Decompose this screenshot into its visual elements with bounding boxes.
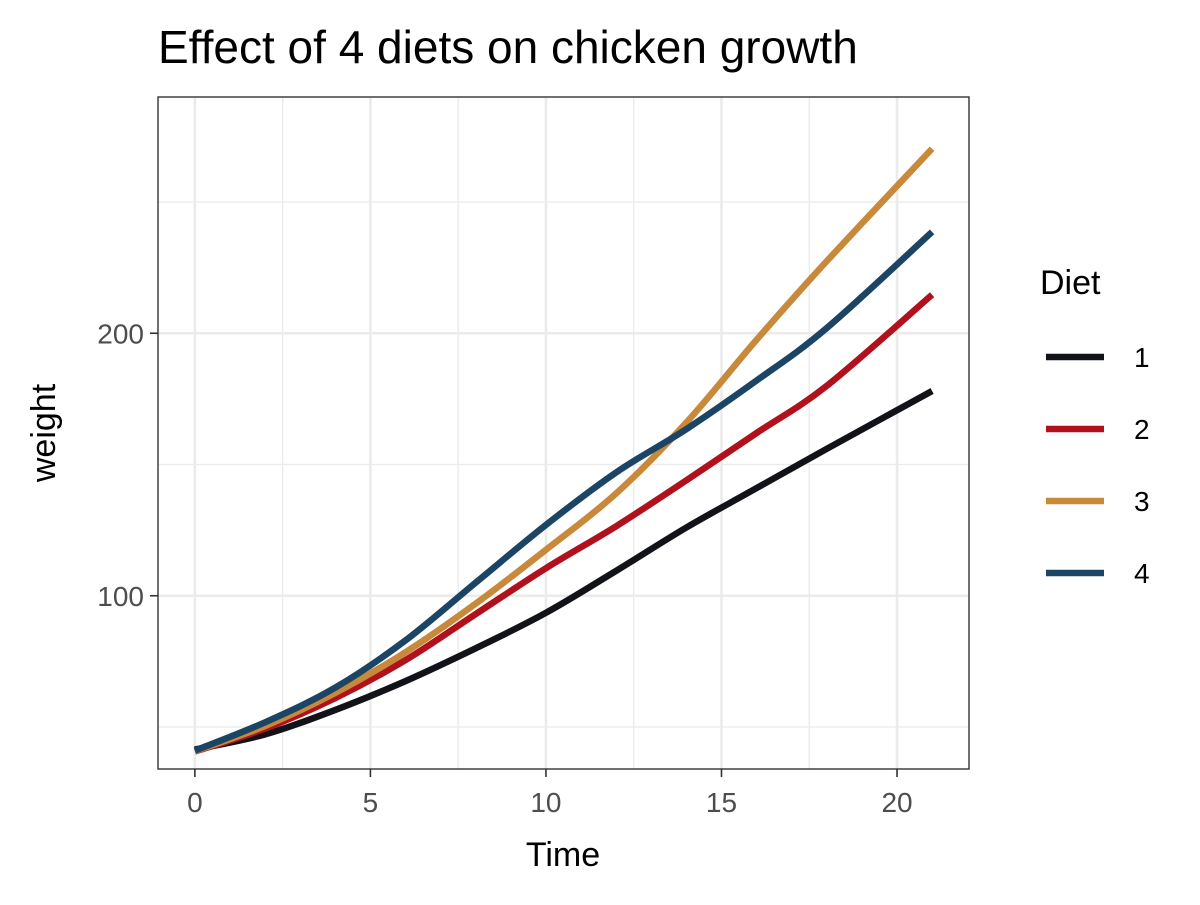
panel-background	[158, 97, 969, 769]
legend-item-diet-3: 3	[1046, 486, 1150, 517]
legend-label-diet-3: 3	[1134, 486, 1150, 517]
plot-panel	[157, 96, 970, 770]
series-lines	[193, 146, 935, 755]
y-axis: 100 200	[97, 318, 158, 612]
y-tick-label: 100	[97, 581, 144, 612]
legend: Diet 1 2 3 4	[1040, 264, 1150, 589]
panel-border	[157, 96, 970, 770]
x-tick-label: 10	[530, 787, 561, 818]
x-tick-label: 0	[187, 787, 203, 818]
x-axis: 0 5 10 15 20	[187, 769, 913, 818]
series-line-diet-1	[194, 388, 934, 753]
x-tick-label: 20	[881, 787, 912, 818]
x-tick-label: 15	[706, 787, 737, 818]
chart-title: Effect of 4 diets on chicken growth	[158, 21, 858, 73]
legend-label-diet-2: 2	[1134, 414, 1150, 445]
legend-label-diet-4: 4	[1134, 558, 1150, 589]
legend-title: Diet	[1040, 264, 1101, 302]
y-tick-label: 200	[97, 318, 144, 349]
legend-label-diet-1: 1	[1134, 342, 1150, 373]
x-axis-label: Time	[526, 836, 600, 874]
legend-items: 1 2 3 4	[1046, 342, 1150, 589]
series-line-diet-4	[193, 229, 935, 754]
series-line-diet-2	[193, 292, 935, 755]
major-gridlines	[158, 97, 969, 769]
legend-item-diet-4: 4	[1046, 558, 1150, 589]
y-axis-label: weight	[25, 383, 63, 483]
series-line-diet-3	[193, 146, 935, 755]
legend-item-diet-1: 1	[1046, 342, 1150, 373]
legend-item-diet-2: 2	[1046, 414, 1150, 445]
x-tick-label: 5	[363, 787, 379, 818]
